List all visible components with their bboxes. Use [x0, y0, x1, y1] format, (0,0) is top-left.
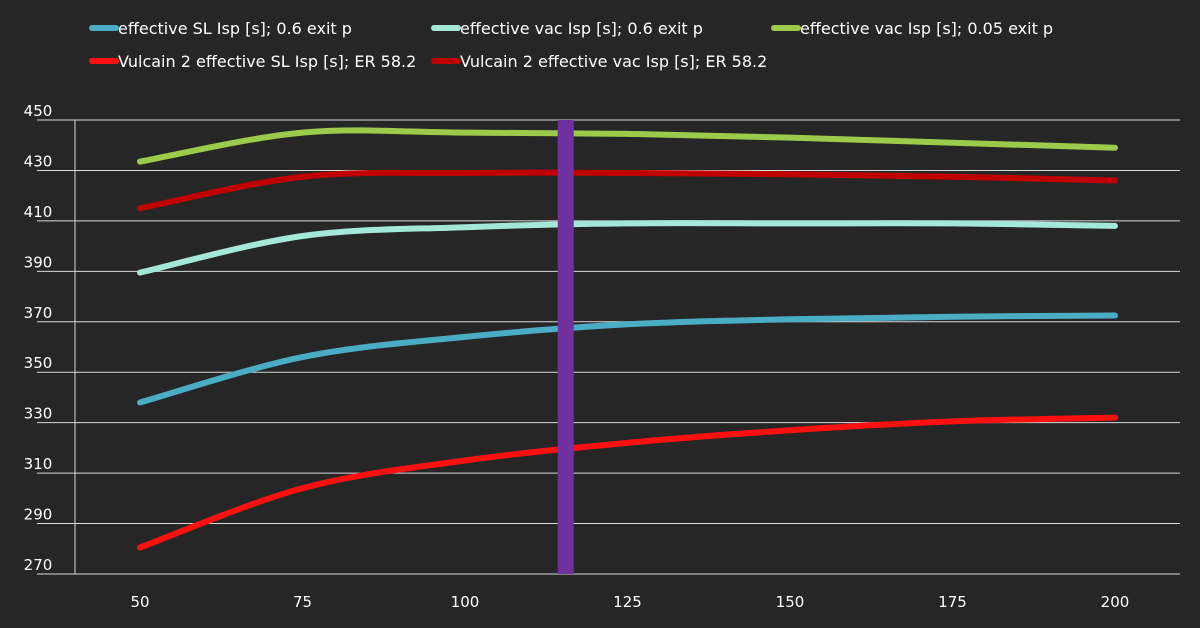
series-vulcain-sl-point [137, 545, 143, 551]
series-vac-06-point [625, 220, 631, 226]
series-sl-06-point [300, 354, 306, 360]
series-vulcain-sl-point [300, 485, 306, 491]
series-vulcain-vac-point [137, 205, 143, 211]
x-tick-label: 125 [613, 593, 642, 611]
y-tick-label: 450 [24, 102, 53, 120]
x-tick-label: 200 [1101, 593, 1130, 611]
y-tick-label: 410 [24, 203, 53, 221]
series-vac-005-point [137, 159, 143, 165]
x-tick-label: 175 [938, 593, 967, 611]
axes: 270 290 310 330 350 370 390 410 430 450 50 75 100 125… [24, 102, 1130, 611]
y-tick-label: 270 [24, 556, 53, 574]
legend-item: Vulcain 2 effective SL Isp [s]; ER 58.2 [89, 52, 416, 71]
series-vulcain-sl-point [625, 440, 631, 446]
series-vac-06-point [137, 270, 143, 276]
legend-label: effective vac Isp [s]; 0.6 exit p [460, 19, 703, 38]
legend-label: Vulcain 2 effective vac Isp [s]; ER 58.2 [460, 52, 767, 71]
series-vac-005-point [300, 130, 306, 136]
y-tick-label: 290 [24, 506, 53, 524]
series-vac-005-point [950, 140, 956, 146]
series-sl-06-point [1112, 312, 1118, 318]
y-tick-label: 310 [24, 455, 53, 473]
x-tick-label: 150 [776, 593, 805, 611]
series-vulcain-vac-point [1112, 178, 1118, 184]
legend-label: effective SL Isp [s]; 0.6 exit p [118, 19, 352, 38]
marker-group [557, 120, 574, 574]
series-sl-06-point [625, 321, 631, 327]
series-sl-06-point [137, 399, 143, 405]
x-tick-label: 50 [130, 593, 149, 611]
y-tick-label: 430 [24, 152, 53, 170]
series-sl-06-point [950, 314, 956, 320]
series-vac-005-point [1112, 145, 1118, 151]
series-vulcain-vac-point [950, 174, 956, 180]
series-vulcain-vac-line [137, 169, 1118, 212]
legend-item: Vulcain 2 effective vac Isp [s]; ER 58.2 [431, 52, 767, 71]
legend-item: effective vac Isp [s]; 0.6 exit p [431, 19, 703, 38]
gridlines [37, 119, 1180, 575]
legend-label: Vulcain 2 effective SL Isp [s]; ER 58.2 [118, 52, 416, 71]
series-vac-06-point [787, 220, 793, 226]
series-vac-06-line [137, 220, 1118, 276]
legend-item: effective SL Isp [s]; 0.6 exit p [89, 19, 352, 38]
series-vac-06-point [950, 220, 956, 226]
series-vulcain-sl-point [787, 427, 793, 433]
series-vac-06-point [1112, 223, 1118, 229]
x-tick-label: 75 [293, 593, 312, 611]
y-tick-label: 350 [24, 354, 53, 372]
series-vulcain-vac-point [462, 170, 468, 176]
series-vulcain-sl-point [1112, 415, 1118, 421]
series-vulcain-vac-point [625, 170, 631, 176]
y-tick-label: 370 [24, 304, 53, 322]
vertical-marker-bar [557, 120, 574, 574]
series-vulcain-sl-line [137, 414, 1118, 551]
series-vulcain-vac-point [787, 171, 793, 177]
legend-label: effective vac Isp [s]; 0.05 exit p [800, 19, 1053, 38]
series-vulcain-sl-point [462, 458, 468, 464]
series-vac-005-point [462, 130, 468, 136]
x-tick-label: 100 [451, 593, 480, 611]
series-sl-06-line [137, 312, 1118, 406]
series-sl-06-point [787, 316, 793, 322]
series-vac-005-line [137, 127, 1118, 165]
series-vac-06-point [462, 224, 468, 230]
series-vac-005-point [787, 135, 793, 141]
series-vac-005-point [625, 131, 631, 137]
series-vac-06-point [300, 233, 306, 239]
series-group [137, 127, 1118, 551]
legend: effective SL Isp [s]; 0.6 exit p effectiv… [89, 19, 1053, 71]
y-tick-label: 390 [24, 253, 53, 271]
legend-item: effective vac Isp [s]; 0.05 exit p [771, 19, 1053, 38]
series-vulcain-vac-point [300, 174, 306, 180]
series-sl-06-point [462, 334, 468, 340]
y-tick-label: 330 [24, 405, 53, 423]
series-vulcain-sl-point [950, 418, 956, 424]
